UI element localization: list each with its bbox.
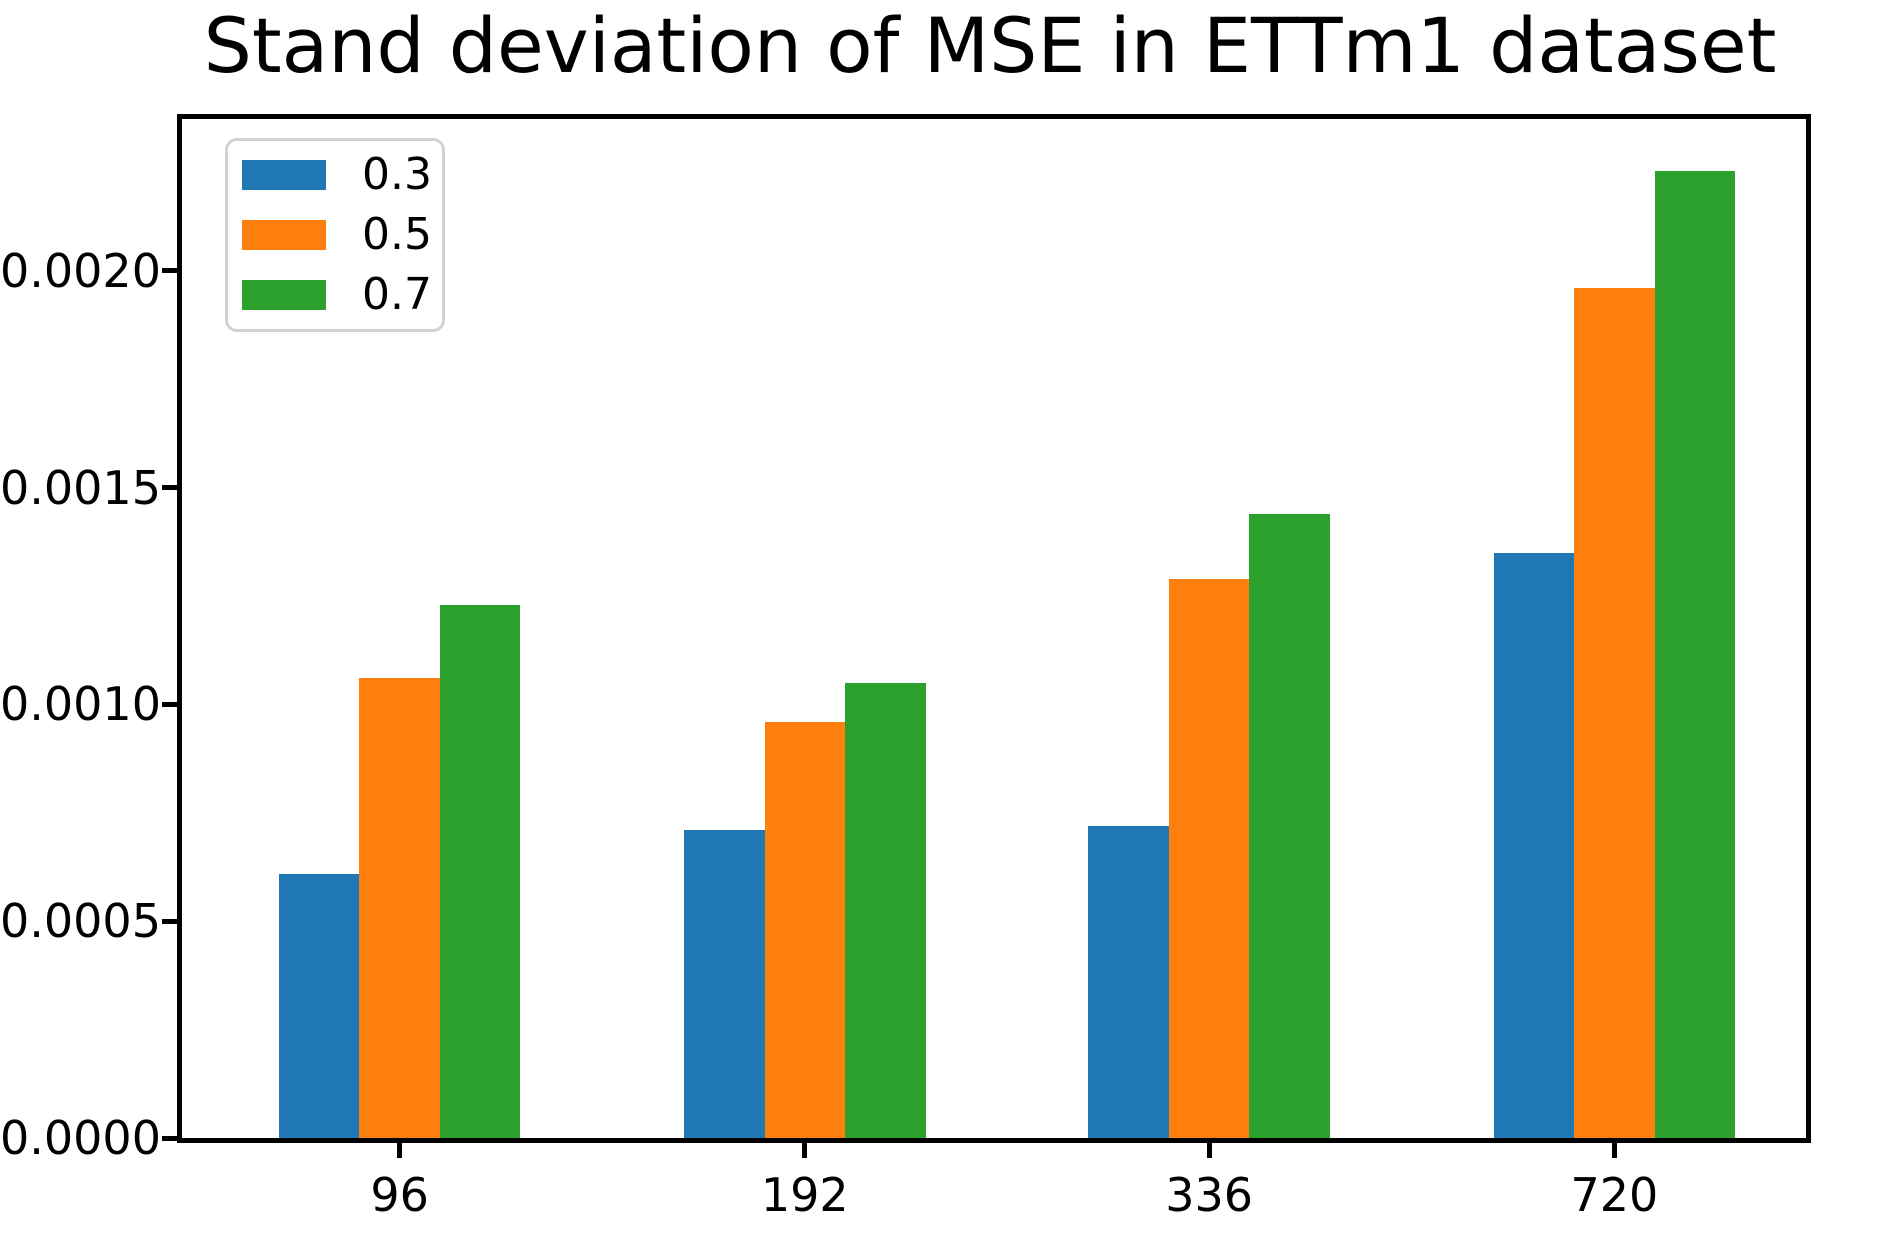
legend-row: 0.3	[242, 145, 442, 205]
bar-0.5-336	[1168, 578, 1250, 1138]
legend-row: 0.5	[242, 205, 442, 265]
bar-0.7-192	[845, 682, 926, 1138]
y-tick-label: 0.0015	[0, 460, 161, 515]
bar-0.7-336	[1249, 513, 1330, 1138]
x-tick-mark	[397, 1143, 403, 1158]
bar-0.3-336	[1088, 825, 1169, 1138]
x-tick-mark	[1611, 1143, 1617, 1158]
bar-0.5-192	[764, 721, 846, 1138]
x-tick-label: 96	[370, 1168, 429, 1222]
legend-label: 0.3	[362, 149, 432, 200]
y-tick-label: 0.0010	[0, 677, 161, 732]
x-tick-label: 720	[1570, 1168, 1659, 1222]
legend-swatch-0.3	[242, 160, 326, 190]
x-tick-label: 336	[1165, 1168, 1254, 1222]
x-tick-mark	[802, 1143, 808, 1158]
legend-label: 0.5	[362, 209, 432, 260]
x-tick-mark	[1206, 1143, 1212, 1158]
plot-area	[177, 114, 1811, 1143]
y-tick-mark	[162, 1135, 177, 1141]
y-tick-mark	[162, 701, 177, 707]
legend-swatch-0.5	[242, 220, 326, 250]
bar-0.3-720	[1493, 552, 1575, 1138]
bar-0.5-720	[1574, 288, 1655, 1138]
y-tick-mark	[162, 268, 177, 274]
bar-0.3-96	[278, 873, 360, 1138]
legend-row: 0.7	[242, 265, 442, 325]
bar-0.5-96	[359, 678, 440, 1138]
y-tick-mark	[162, 918, 177, 924]
legend-label: 0.7	[362, 269, 432, 320]
y-tick-mark	[162, 485, 177, 491]
bar-0.7-720	[1654, 171, 1736, 1138]
legend-swatch-0.7	[242, 280, 326, 310]
bar-0.3-192	[684, 830, 765, 1138]
chart-title: Stand deviation of MSE in ETTm1 dataset	[203, 1, 1777, 90]
y-tick-label: 0.0020	[0, 243, 161, 298]
bar-0.7-96	[439, 604, 521, 1138]
y-tick-label: 0.0000	[0, 1111, 161, 1165]
x-tick-label: 192	[760, 1168, 849, 1222]
legend: 0.3 0.5 0.7	[225, 138, 445, 332]
y-tick-label: 0.0005	[0, 894, 161, 949]
